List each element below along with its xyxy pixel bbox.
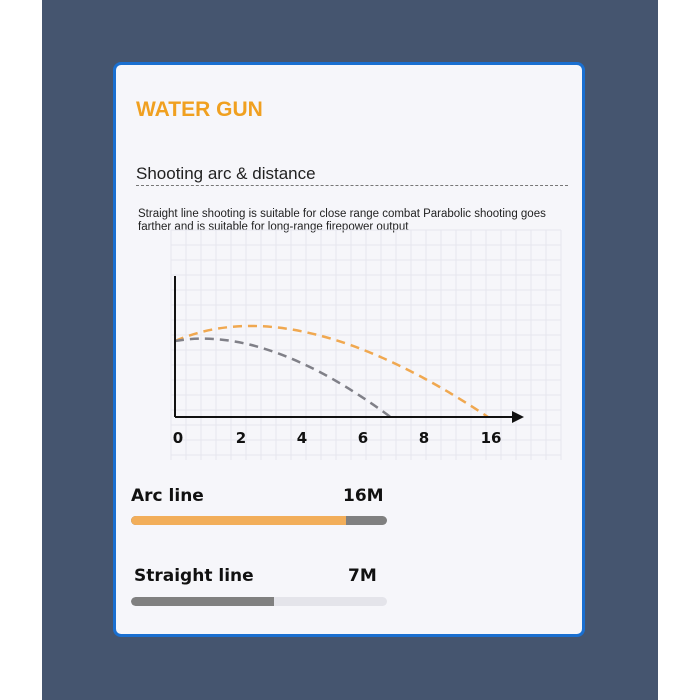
trajectory-series-0 <box>174 324 489 419</box>
arc-line-progress-bar <box>131 516 387 525</box>
straight-line-value: 7M <box>348 566 377 586</box>
x-axis-arrow-icon <box>512 411 524 423</box>
straight-line-progress-bar <box>131 597 387 606</box>
chart-grid <box>170 229 562 460</box>
x-tick-label: 16 <box>481 429 502 447</box>
product-title: WATER GUN <box>136 98 263 121</box>
arc-line-value: 16M <box>343 486 384 506</box>
straight-line-progress-fill <box>131 597 275 606</box>
trajectory-series-1 <box>174 337 392 419</box>
section-heading: Shooting arc & distance <box>136 164 316 183</box>
x-tick-label: 4 <box>297 429 307 447</box>
straight-line-label: Straight line <box>134 566 254 586</box>
x-tick-label: 2 <box>236 429 246 447</box>
trajectory-chart: 0 2 4 6 8 16 <box>170 229 562 460</box>
x-tick-label: 8 <box>419 429 429 447</box>
info-card: WATER GUN Shooting arc & distance Straig… <box>113 62 585 637</box>
x-tick-label: 0 <box>173 429 183 447</box>
dashed-divider <box>136 185 568 186</box>
arc-line-label: Arc line <box>131 486 204 506</box>
arc-line-progress-fill <box>131 516 347 525</box>
x-tick-label: 6 <box>358 429 368 447</box>
